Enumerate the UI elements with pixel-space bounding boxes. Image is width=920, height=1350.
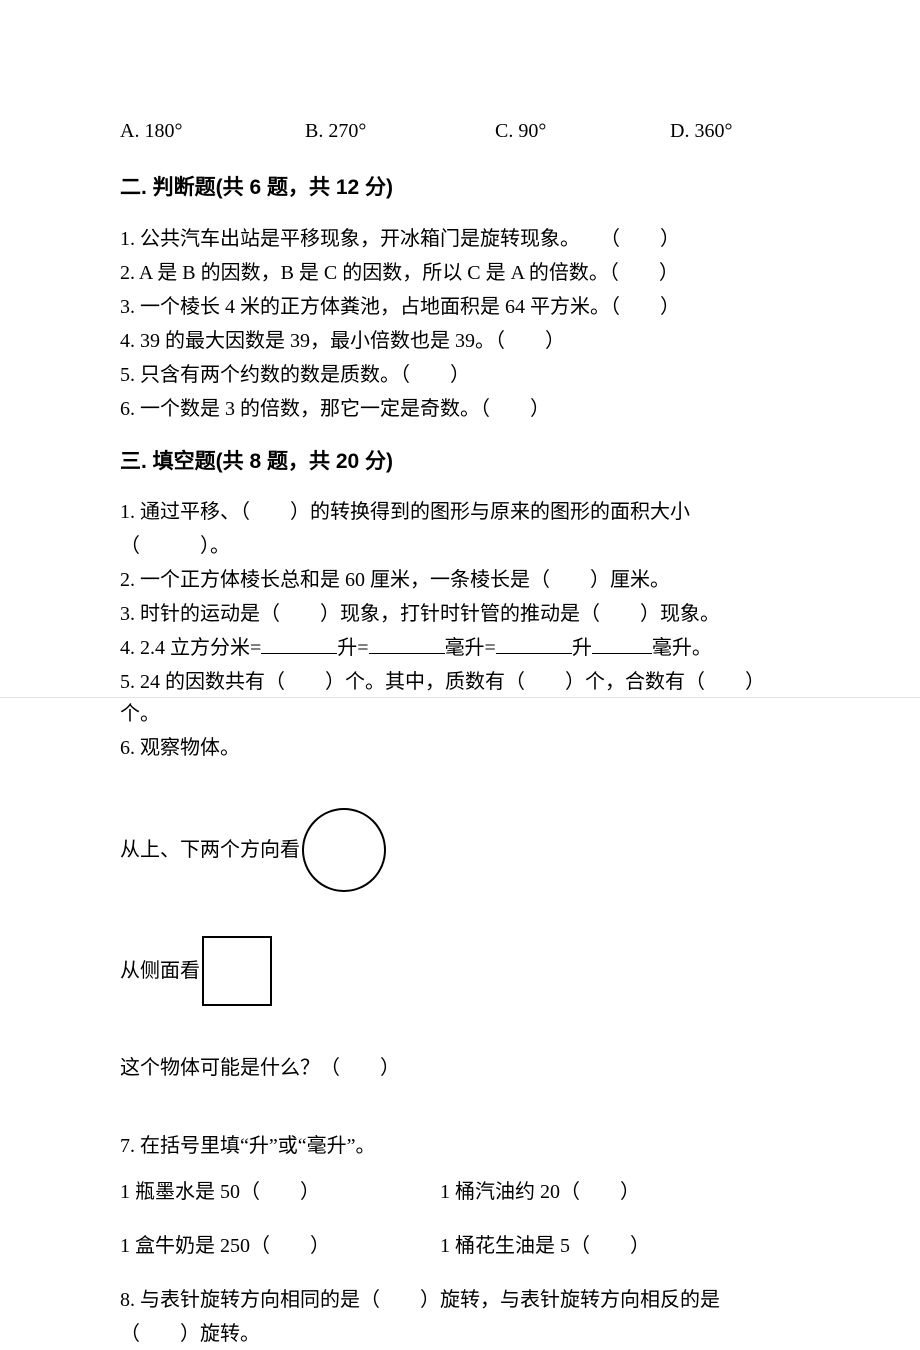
section-2-body: 1. 公共汽车出站是平移现象，开冰箱门是旋转现象。 （ ） 2. A 是 B 的… <box>120 223 800 425</box>
s3-q8-line2: （ ）旋转。 <box>120 1318 800 1350</box>
s3-q8-line1: 8. 与表针旋转方向相同的是（ ）旋转，与表针旋转方向相反的是 <box>120 1284 800 1316</box>
s3-q7-l1: 1 瓶墨水是 50（ ） <box>120 1176 440 1208</box>
s2-q6: 6. 一个数是 3 的倍数，那它一定是奇数。（ ） <box>120 393 800 425</box>
s2-q5: 5. 只含有两个约数的数是质数。（ ） <box>120 359 800 391</box>
s3-q4-u3: 升 <box>572 637 592 659</box>
s3-q7-r2: 1 桶花生油是 5（ ） <box>440 1230 650 1262</box>
s3-q4-u1: 升= <box>337 637 368 659</box>
s3-q7-row2: 1 盒牛奶是 250（ ） 1 桶花生油是 5（ ） <box>120 1230 800 1262</box>
blank-3 <box>496 634 572 654</box>
s3-q3: 3. 时针的运动是（ ）现象，打针时针管的推动是（ ）现象。 <box>120 598 800 630</box>
mc-options-row: A. 180° B. 270° C. 90° D. 360° <box>120 115 800 147</box>
s3-q7: 7. 在括号里填“升”或“毫升”。 <box>120 1130 800 1162</box>
s3-q6: 6. 观察物体。 <box>120 732 800 764</box>
section-3-body: 1. 通过平移、（ ）的转换得到的图形与原来的图形的面积大小 （ ）。 2. 一… <box>120 496 800 1350</box>
s3-q1-line2: （ ）。 <box>120 530 800 562</box>
blank-1 <box>261 634 337 654</box>
s3-q1-line1: 1. 通过平移、（ ）的转换得到的图形与原来的图形的面积大小 <box>120 496 800 528</box>
blank-2 <box>369 634 445 654</box>
s2-q1: 1. 公共汽车出站是平移现象，开冰箱门是旋转现象。 （ ） <box>120 223 800 255</box>
s3-q2: 2. 一个正方体棱长总和是 60 厘米，一条棱长是（ ）厘米。 <box>120 564 800 596</box>
side-view-label: 从侧面看 <box>120 955 200 987</box>
option-d: D. 360° <box>670 115 732 147</box>
option-c: C. 90° <box>495 115 670 147</box>
s3-q5: 5. 24 的因数共有（ ）个。其中，质数有（ ）个，合数有（ ）个。 <box>120 666 800 730</box>
s3-q7-row1: 1 瓶墨水是 50（ ） 1 桶汽油约 20（ ） <box>120 1176 800 1208</box>
s2-q4: 4. 39 的最大因数是 39，最小倍数也是 39。（ ） <box>120 325 800 357</box>
s3-q4-u2: 毫升= <box>445 637 496 659</box>
option-b: B. 270° <box>305 115 495 147</box>
s3-q4: 4. 2.4 立方分米= 升= 毫升= 升 毫升。 <box>120 632 800 664</box>
square-icon <box>202 936 272 1006</box>
circle-icon <box>302 808 386 892</box>
s3-q7-r1: 1 桶汽油约 20（ ） <box>440 1176 640 1208</box>
s3-q4-u4: 毫升。 <box>652 637 712 659</box>
s2-q3: 3. 一个棱长 4 米的正方体粪池，占地面积是 64 平方米。（ ） <box>120 291 800 323</box>
section-3-title: 三. 填空题(共 8 题，共 20 分) <box>120 445 800 479</box>
s3-q7-l2: 1 盒牛奶是 250（ ） <box>120 1230 440 1262</box>
s2-q2: 2. A 是 B 的因数，B 是 C 的因数，所以 C 是 A 的倍数。（ ） <box>120 257 800 289</box>
blank-4 <box>592 634 652 654</box>
top-view-label: 从上、下两个方向看 <box>120 834 300 866</box>
top-view-row: 从上、下两个方向看 <box>120 808 800 892</box>
option-a: A. 180° <box>120 115 305 147</box>
s3-q6-ask: 这个物体可能是什么？（ ） <box>120 1052 800 1084</box>
side-view-row: 从侧面看 <box>120 936 800 1006</box>
section-2-title: 二. 判断题(共 6 题，共 12 分) <box>120 171 800 205</box>
s3-q4-pre: 4. 2.4 立方分米= <box>120 637 261 659</box>
divider-line <box>0 697 920 698</box>
